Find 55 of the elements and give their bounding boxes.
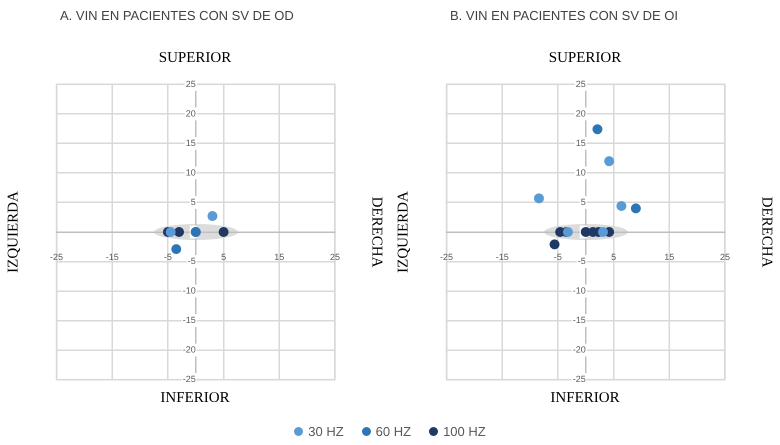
y-tick-label: -25	[572, 374, 586, 384]
x-tick-label: -5	[164, 252, 172, 262]
x-axis-title: INFERIOR	[159, 390, 231, 407]
y-tick-label: 5	[190, 196, 196, 207]
point	[616, 201, 626, 212]
x-axis-title: INFERIOR	[549, 390, 621, 407]
x-tick-label: 5	[611, 252, 616, 262]
x2-axis-title: SUPERIOR	[548, 50, 622, 67]
y-tick-label: 25	[576, 78, 586, 89]
y-tick-label: 25	[186, 78, 196, 89]
x-tick-label: 25	[720, 252, 730, 262]
legend-label: 60 HZ	[376, 424, 412, 439]
y-tick-label: -20	[572, 344, 586, 355]
y2-axis-title: DERECHA	[758, 196, 774, 268]
chart-title: A. VIN EN PACIENTES CON SV DE OD	[60, 8, 294, 23]
point	[534, 193, 544, 204]
x-tick-label: 5	[221, 252, 226, 262]
y-tick-label: 15	[576, 138, 586, 148]
x-tick-label: -5	[554, 252, 562, 262]
y-tick-label: -10	[572, 286, 586, 296]
point	[592, 124, 602, 134]
point	[171, 244, 182, 254]
y-tick-label: -10	[182, 286, 196, 296]
point	[207, 211, 218, 222]
x2-axis-title: SUPERIOR	[158, 50, 232, 67]
y-axis-title: IZQUIERDA	[6, 191, 22, 273]
y2-axis-title: DERECHA	[368, 196, 384, 268]
y-tick-label: -15	[572, 315, 586, 326]
x-tick-label: -15	[496, 252, 509, 262]
point	[604, 156, 614, 166]
y-tick-label: 10	[576, 167, 586, 178]
y-tick-label: -15	[182, 315, 196, 326]
point	[166, 227, 176, 237]
y-tick-label: 15	[186, 138, 196, 148]
y-tick-label: -25	[182, 374, 196, 384]
point	[218, 227, 229, 237]
x-tick-label: -25	[440, 252, 454, 262]
y-tick-label: 10	[186, 167, 196, 178]
y-tick-label: 20	[186, 108, 196, 118]
point	[550, 239, 560, 250]
point	[598, 227, 608, 237]
y-tick-label: 20	[576, 108, 586, 118]
x-tick-label: 15	[664, 252, 674, 262]
y-tick-label: 5	[580, 196, 586, 207]
x-tick-label: -25	[50, 252, 64, 262]
y-tick-label: -20	[182, 344, 196, 355]
point	[630, 203, 641, 214]
point	[174, 227, 184, 237]
x-tick-label: 25	[330, 252, 340, 262]
legend-label: 100 HZ	[443, 424, 486, 439]
legend-label: 30 HZ	[308, 424, 344, 439]
y-axis-title: IZQUIERDA	[396, 191, 412, 273]
chart-title: B. VIN EN PACIENTES CON SV DE OI	[450, 8, 678, 23]
x-tick-label: 15	[274, 252, 284, 262]
x-tick-label: -15	[106, 252, 119, 262]
